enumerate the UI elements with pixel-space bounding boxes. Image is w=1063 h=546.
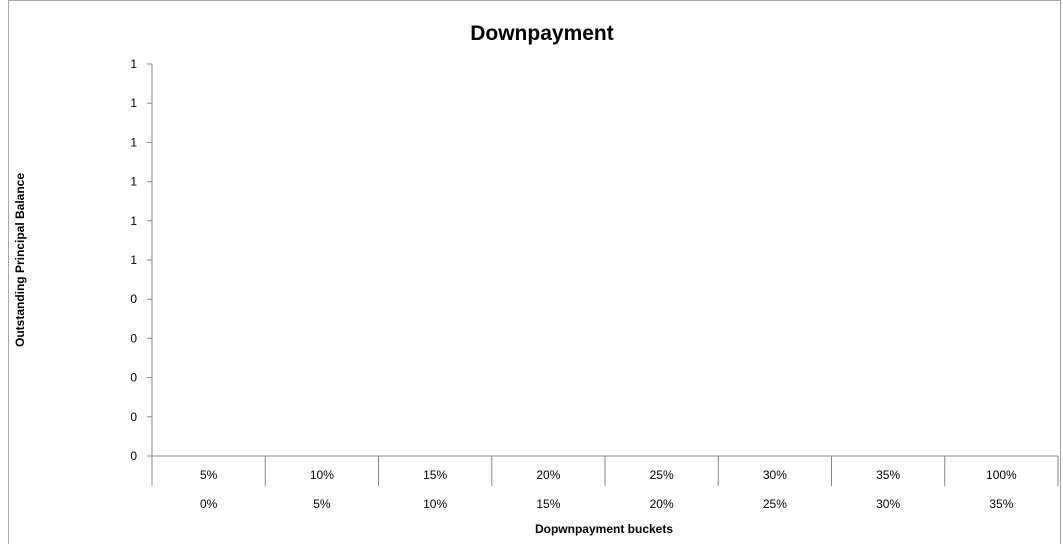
x-category-lower-label: 15% <box>536 497 560 511</box>
x-category-lower-label: 10% <box>423 497 447 511</box>
y-tick-label: 1 <box>130 57 137 71</box>
x-category-upper-label: 10% <box>310 468 334 482</box>
y-tick-label: 0 <box>130 371 137 385</box>
y-axis-ticks: 0 0 0 0 0 1 1 1 1 1 1 <box>130 57 152 463</box>
x-axis-categories: 5% 0% 10% 5% 15% 10% 20% 15% 25% 20% 30% 25% 35% 30% 1… <box>151 456 1059 511</box>
y-tick-label: 1 <box>130 96 137 110</box>
y-tick-label: 1 <box>130 135 137 149</box>
x-category-upper-label: 100% <box>986 468 1017 482</box>
x-category-lower-label: 35% <box>989 497 1013 511</box>
x-category-lower-label: 5% <box>313 497 331 511</box>
x-category-upper-label: 25% <box>650 468 674 482</box>
x-axis-title: Dopwnpayment buckets <box>535 522 673 536</box>
x-category-upper-label: 20% <box>536 468 560 482</box>
chart-title: Downpayment <box>470 22 614 45</box>
y-tick-label: 0 <box>130 292 137 306</box>
x-category-lower-label: 20% <box>650 497 674 511</box>
x-category-upper-label: 5% <box>200 468 218 482</box>
x-category-lower-label: 30% <box>876 497 900 511</box>
y-tick-label: 1 <box>130 214 137 228</box>
y-tick-label: 1 <box>130 253 137 267</box>
chart-frame <box>8 0 1061 544</box>
y-axis-title: Outstanding Principal Balance <box>13 173 27 347</box>
y-tick-label: 0 <box>130 449 137 463</box>
x-category-upper-label: 30% <box>763 468 787 482</box>
axes <box>151 64 1058 457</box>
y-tick-label: 0 <box>130 331 137 345</box>
y-tick-label: 1 <box>130 175 137 189</box>
x-category-lower-label: 0% <box>200 497 218 511</box>
y-tick-label: 0 <box>130 410 137 424</box>
x-category-lower-label: 25% <box>763 497 787 511</box>
x-category-upper-label: 15% <box>423 468 447 482</box>
x-category-upper-label: 35% <box>876 468 900 482</box>
